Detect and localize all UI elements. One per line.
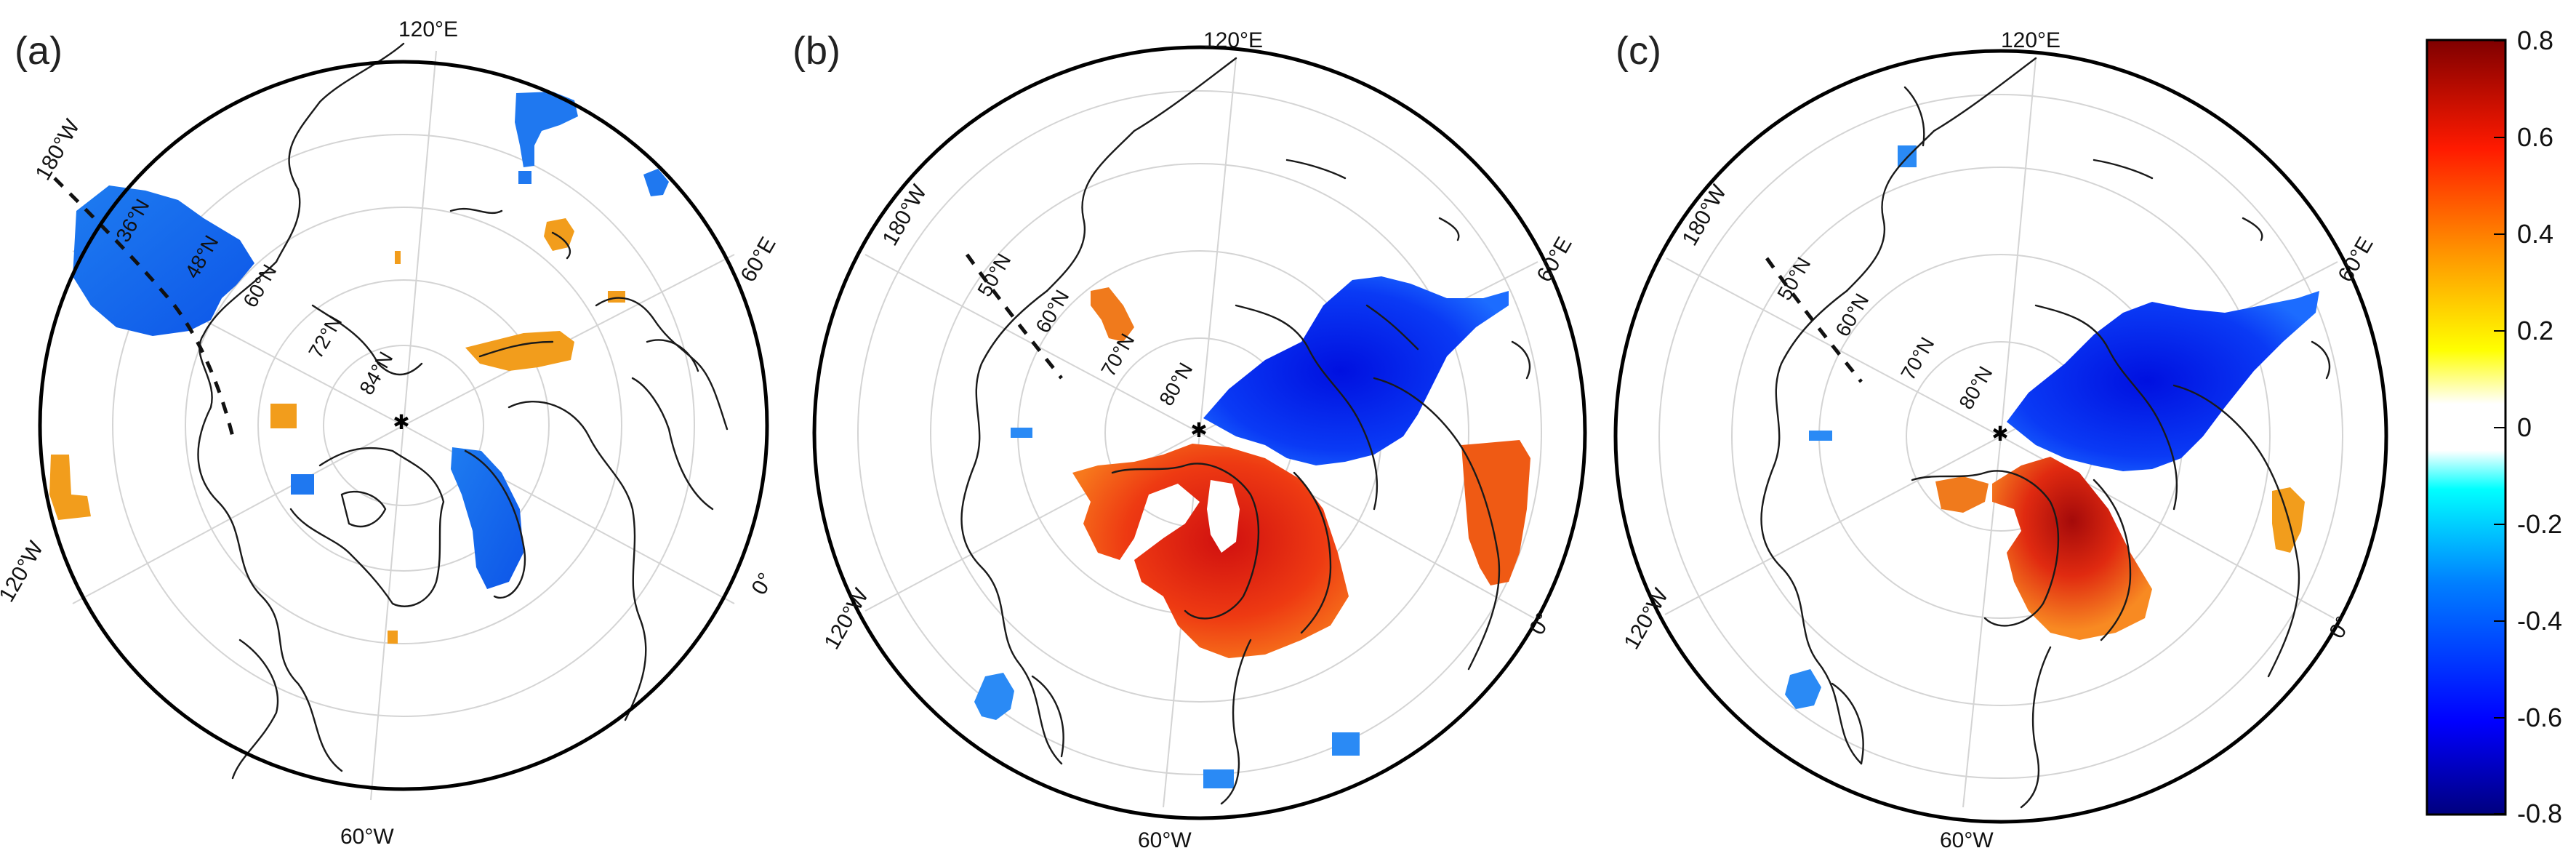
panel-c-anomalies (1785, 145, 2319, 709)
lon-label-120w: 120°W (819, 584, 873, 653)
anomaly-patch (451, 447, 523, 589)
panel-b-label: (b) (793, 29, 840, 73)
anomaly-patch (1332, 732, 1360, 756)
colorbar-tick-label: 0.2 (2517, 316, 2553, 345)
panel-c-dashed-line (1765, 257, 1863, 383)
panel-a-frame (38, 60, 769, 791)
pole-marker: ✱ (1991, 423, 2008, 445)
panel-b-coastlines (960, 57, 1531, 805)
lon-label-120e: 120°E (398, 17, 458, 41)
anomaly-patch (1809, 431, 1832, 441)
lat-label: 60°N (1031, 286, 1073, 337)
lon-label-60e: 60°E (736, 233, 780, 286)
colorbar-tick-label: -0.4 (2517, 606, 2562, 636)
anomaly-patch (291, 474, 314, 495)
panel-a: (a) (0, 17, 781, 849)
panel-c-frame (1613, 49, 2388, 824)
panel-a-label: (a) (15, 29, 63, 73)
panel-c-label: (c) (1616, 29, 1661, 73)
lon-label-120w: 120°W (1619, 584, 1673, 653)
lon-label-60w: 60°W (340, 825, 394, 849)
lat-label: 50°N (1773, 253, 1815, 304)
panel-c: (c) (1613, 28, 2388, 852)
lon-label-60e: 60°E (2333, 233, 2378, 286)
anomaly-patch (608, 291, 625, 303)
panel-b-anomalies (974, 276, 1530, 788)
anomaly-patch (49, 455, 91, 520)
lat-label: 72°N (304, 311, 346, 362)
colorbar-tick-label: 0.8 (2517, 25, 2553, 55)
anomaly-patch (1992, 457, 2152, 640)
anomaly-patch (270, 404, 297, 428)
lon-label-120w: 120°W (0, 537, 49, 606)
colorbar-tick-label: -0.8 (2517, 799, 2562, 828)
panel-a-dashed-line (53, 177, 235, 437)
colorbar-tick-label: 0.6 (2517, 122, 2553, 152)
anomaly-patch (1203, 276, 1509, 465)
anomaly-patch (518, 171, 531, 184)
lon-label-60w: 60°W (1138, 828, 1192, 852)
colorbar-tick-label: 0.4 (2517, 219, 2553, 249)
anomaly-patch (1203, 769, 1234, 788)
anomaly-patch (388, 631, 398, 644)
colorbar-tick-label: 0 (2517, 412, 2532, 442)
anomaly-patch (2007, 291, 2319, 471)
anomaly-patch (1011, 428, 1032, 438)
colorbar-tick-label: -0.6 (2517, 703, 2562, 732)
lat-label: 80°N (1155, 359, 1197, 409)
panel-b-frame (812, 45, 1587, 820)
pole-marker: ✱ (1190, 419, 1207, 441)
anomaly-patch (1072, 444, 1349, 658)
anomaly-patch (974, 673, 1014, 720)
anomaly-patch (465, 331, 574, 371)
lon-label-0: 0° (747, 569, 778, 599)
lat-label: 70°N (1896, 333, 1938, 384)
colorbar-gradient (2425, 39, 2507, 816)
colorbar-ticks (2494, 40, 2505, 815)
lat-label: 70°N (1096, 329, 1139, 380)
panel-a-anomalies (49, 92, 669, 644)
panel-c-coastlines (1760, 57, 2331, 809)
colorbar-tick-label: -0.2 (2517, 509, 2562, 539)
anomaly-patch (1091, 287, 1134, 342)
panel-b-dashed-line (965, 253, 1063, 380)
lat-label: 50°N (973, 249, 1015, 300)
lon-label-120e: 120°E (1203, 28, 1263, 52)
anomaly-patch (73, 185, 254, 336)
lon-label-60w: 60°W (1940, 828, 1994, 852)
lon-label-180w: 180°W (878, 180, 931, 249)
colorbar: 0.8 0.6 0.4 0.2 0 -0.2 -0.4 -0.6 -0.8 (2425, 25, 2562, 828)
anomaly-patch (544, 218, 574, 251)
panel-b: (b) (793, 28, 1587, 852)
anomaly-patch (395, 251, 401, 264)
lon-label-120e: 120°E (2001, 28, 2061, 52)
anomaly-patch (1935, 476, 1989, 513)
lon-label-180w: 180°W (31, 115, 84, 184)
lat-label: 80°N (1954, 362, 1997, 413)
anomaly-patch (1785, 669, 1821, 709)
anomaly-patch (643, 169, 669, 196)
anomaly-white-hole (1207, 480, 1240, 553)
anomaly-patch (515, 92, 578, 167)
lon-label-60e: 60°E (1532, 233, 1576, 286)
pole-marker: ✱ (393, 411, 409, 433)
panel-a-coastlines (197, 42, 729, 780)
anomaly-patch (1461, 440, 1530, 585)
